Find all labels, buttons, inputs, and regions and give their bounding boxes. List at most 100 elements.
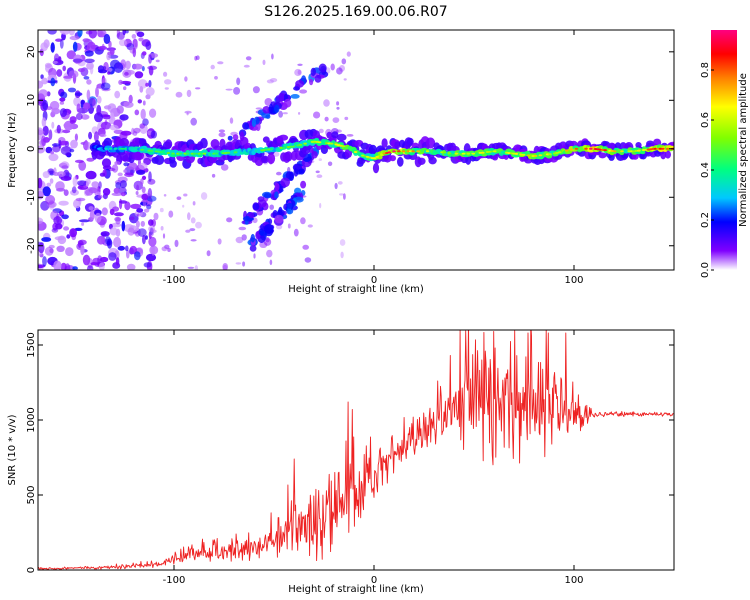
snr-plot-area — [38, 330, 674, 570]
spectrogram-cell — [278, 134, 289, 141]
spectrogram-cell — [298, 112, 301, 115]
spectrogram-cell — [109, 147, 113, 150]
spectrogram-cell — [151, 229, 157, 233]
spectrogram-cell — [145, 87, 155, 96]
spectrogram-cell — [38, 264, 44, 269]
spectrogram-cell — [387, 151, 392, 154]
spectrogram-cell — [174, 239, 179, 248]
spectrogram-cell — [100, 231, 110, 237]
spectrogram-cell — [336, 101, 340, 106]
spectrogram-cell — [63, 75, 73, 79]
spectrogram-cell — [206, 250, 211, 257]
spectrogram-cell — [100, 82, 111, 91]
spectrogram-cell — [147, 188, 153, 199]
spectrogram-cell — [104, 147, 108, 150]
spectrogram-cell — [471, 152, 476, 155]
spectrogram-cell — [56, 245, 65, 252]
spectrogram-cell — [145, 82, 149, 87]
spectrogram-cell — [293, 86, 300, 91]
spectrogram-cell — [119, 198, 123, 210]
spectrogram-cell — [52, 60, 58, 64]
spectrogram-cell — [143, 208, 150, 213]
spectrogram-cell — [250, 233, 255, 243]
spectrogram-cell — [514, 152, 519, 155]
colorbar-ticks: 0.0 0.2 0.4 0.6 0.8 — [700, 62, 714, 278]
spectrogram-cell — [286, 202, 293, 209]
spectrogram-cell — [290, 94, 300, 99]
spectrogram-cell — [278, 92, 285, 102]
spectrogram-cell — [372, 162, 380, 174]
spectrogram-cell — [97, 255, 103, 265]
y-tick-label: 1500 — [26, 332, 37, 357]
spectrogram-cell — [126, 263, 136, 270]
spectrogram-cell — [406, 137, 414, 146]
spectrogram-cell — [52, 145, 61, 153]
spectrogram-cell — [159, 151, 163, 154]
spectrogram-cell — [428, 156, 437, 165]
spectrogram-cell — [103, 33, 111, 45]
spectrogram-cell — [137, 228, 147, 237]
spectrogram-cell — [113, 147, 118, 150]
spectrogram-cell — [186, 89, 192, 98]
spectrogram-cell — [150, 219, 154, 226]
spectrogram-cell — [53, 260, 62, 270]
spectrogram-cell — [154, 154, 165, 165]
spectrogram-cell — [295, 80, 305, 88]
spectrogram-cell — [243, 64, 250, 68]
spectrogram-cell — [142, 100, 146, 106]
spectrogram-cell — [492, 154, 499, 161]
spectrogram-cell — [454, 152, 459, 155]
spectrogram-cell — [117, 245, 126, 251]
spectrogram-cell — [127, 162, 138, 170]
spectrogram-cell — [316, 174, 323, 178]
spectrogram-cell — [129, 216, 135, 221]
spectrogram-cell — [660, 150, 667, 160]
spectrogram-cell — [113, 212, 124, 217]
y-tick-label: 1000 — [26, 407, 37, 432]
spectrogram-cell — [67, 87, 77, 93]
spectrogram-cell — [69, 228, 77, 238]
spectrogram-cell — [148, 65, 154, 76]
spectrogram-cell — [278, 110, 283, 118]
spectrogram-cell — [132, 63, 143, 70]
spectrogram-heatmap — [38, 30, 674, 270]
spectrogram-cell — [466, 152, 471, 155]
spectrogram-cell — [94, 112, 103, 123]
spectrogram-cell — [108, 54, 119, 59]
spectrogram-cell — [584, 147, 588, 150]
colorbar-tick-label: 0.2 — [700, 212, 711, 228]
spectrogram-cell — [141, 193, 149, 201]
spectrogram-cell — [118, 39, 127, 47]
spectrogram-cell — [294, 68, 302, 77]
spectrogram-cell — [59, 97, 66, 102]
spectrogram-cell — [190, 217, 196, 224]
spectrogram-cell — [119, 137, 129, 148]
spectrogram-cell — [324, 116, 329, 122]
spectrogram-cell — [264, 98, 273, 106]
y-tick-label: -20 — [26, 238, 37, 254]
spectrogram-cell — [298, 143, 303, 146]
spectrogram-cell — [130, 203, 142, 209]
spectrogram-cell — [136, 184, 140, 191]
spectrogram-cell — [123, 101, 129, 107]
spectrogram-cell — [417, 157, 426, 165]
spectrogram-cell — [394, 141, 401, 149]
spectrogram-cell — [50, 42, 55, 53]
spectrogram-cell — [189, 228, 196, 232]
spectrogram-cell — [64, 263, 71, 270]
spectrogram-cell — [98, 262, 105, 270]
spectrogram-cell — [72, 266, 78, 270]
spectrogram-cell — [128, 94, 133, 104]
spectrogram-cell — [184, 76, 188, 82]
spectrogram-cell — [38, 177, 43, 189]
spectrogram-cell — [88, 206, 94, 211]
spectrogram-cell — [337, 181, 343, 185]
spectrogram-cell — [238, 226, 247, 231]
spectrogram-cell — [76, 180, 88, 187]
spectrogram-cell — [148, 80, 152, 88]
spectrogram-cell — [85, 170, 97, 180]
y-tick-label: 0 — [26, 146, 37, 152]
spectrogram-cell — [262, 106, 271, 114]
spectrogram-cell — [89, 97, 96, 107]
x-tick-label: 100 — [564, 575, 583, 586]
